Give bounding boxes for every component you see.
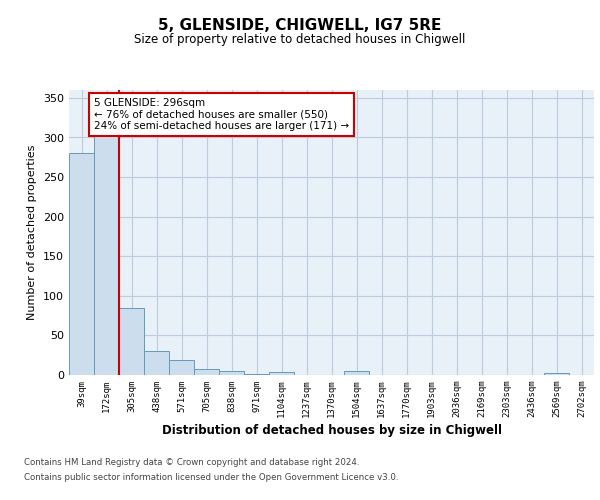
Bar <box>244 374 269 375</box>
Bar <box>194 368 219 375</box>
Bar <box>344 371 369 375</box>
Bar <box>219 371 244 375</box>
Text: Contains public sector information licensed under the Open Government Licence v3: Contains public sector information licen… <box>24 473 398 482</box>
Text: Size of property relative to detached houses in Chigwell: Size of property relative to detached ho… <box>134 32 466 46</box>
Bar <box>544 372 569 375</box>
Bar <box>69 154 94 375</box>
Bar <box>94 130 119 375</box>
Text: 5 GLENSIDE: 296sqm
← 76% of detached houses are smaller (550)
24% of semi-detach: 5 GLENSIDE: 296sqm ← 76% of detached hou… <box>94 98 349 131</box>
Text: 5, GLENSIDE, CHIGWELL, IG7 5RE: 5, GLENSIDE, CHIGWELL, IG7 5RE <box>158 18 442 32</box>
X-axis label: Distribution of detached houses by size in Chigwell: Distribution of detached houses by size … <box>161 424 502 438</box>
Bar <box>144 351 169 375</box>
Y-axis label: Number of detached properties: Number of detached properties <box>28 145 37 320</box>
Bar <box>169 360 194 375</box>
Text: Contains HM Land Registry data © Crown copyright and database right 2024.: Contains HM Land Registry data © Crown c… <box>24 458 359 467</box>
Bar <box>119 308 144 375</box>
Bar <box>269 372 294 375</box>
